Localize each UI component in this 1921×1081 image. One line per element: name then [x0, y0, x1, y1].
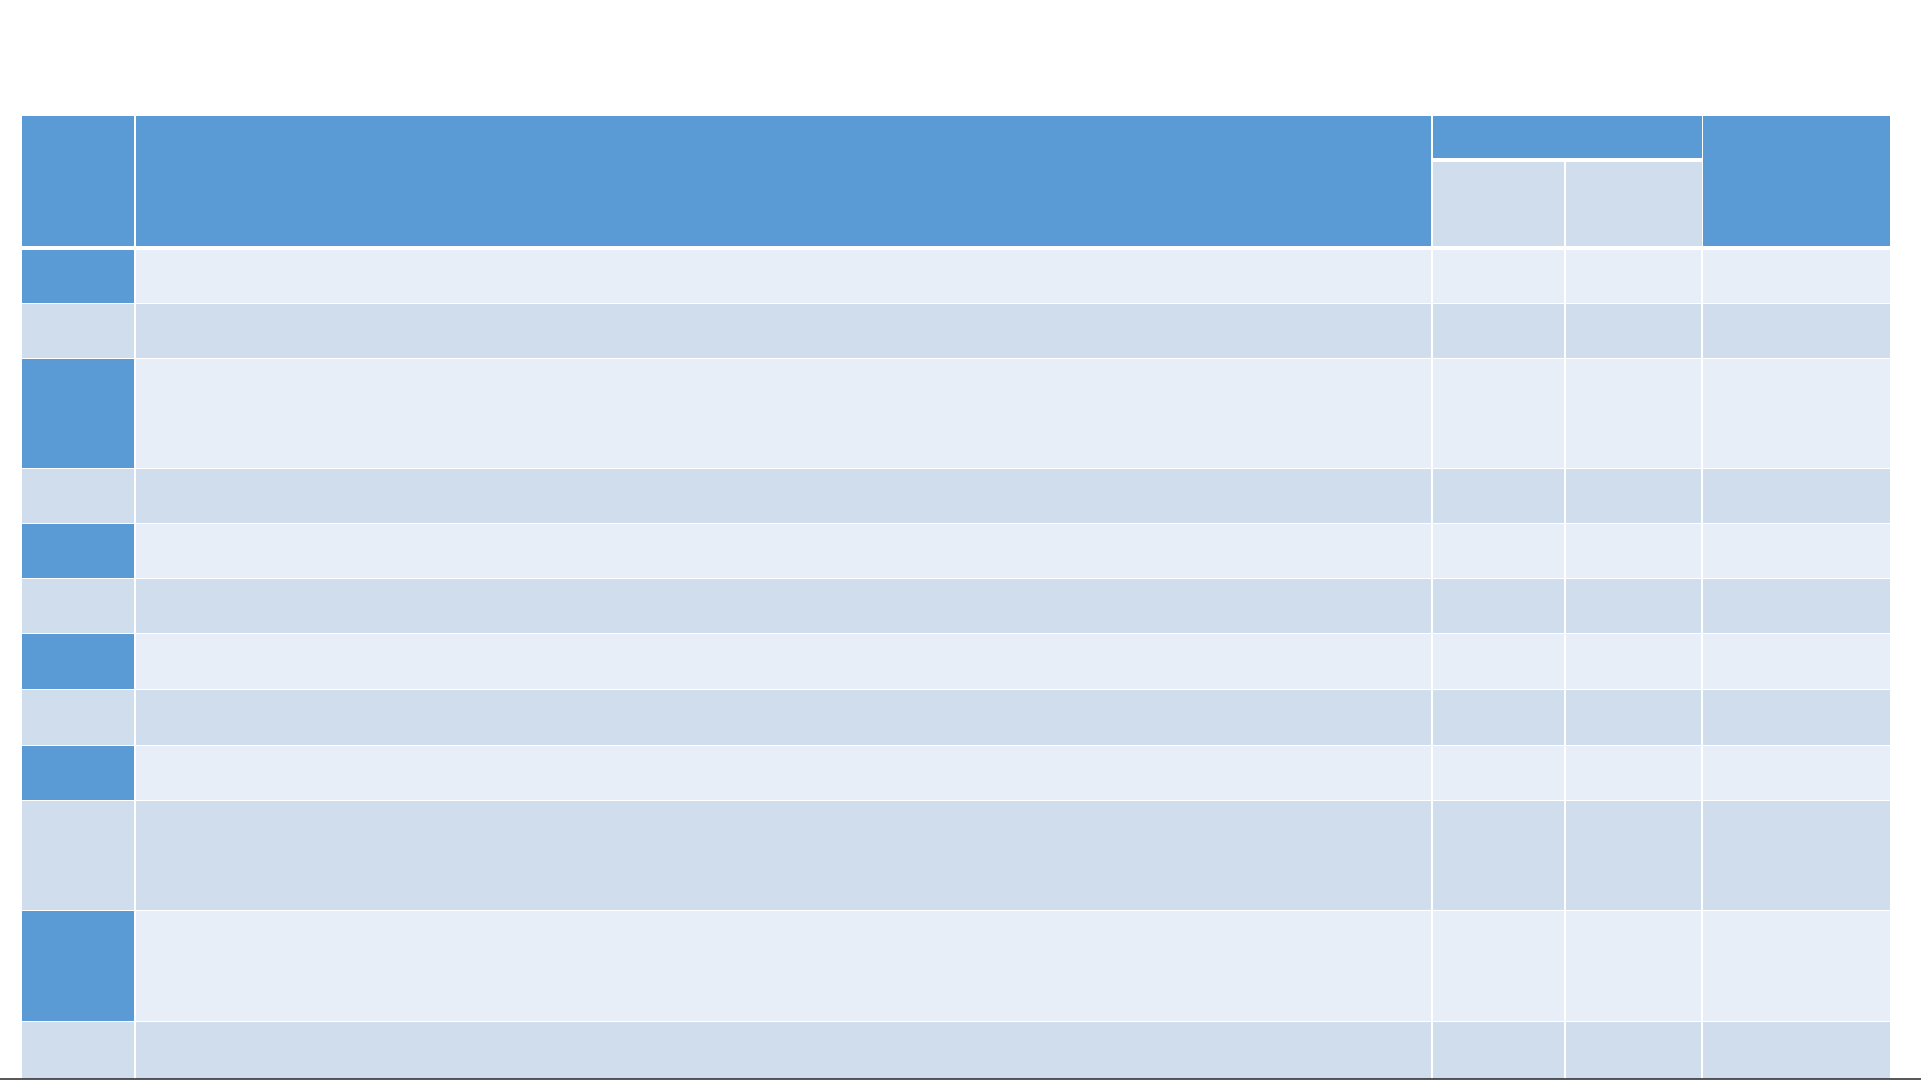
table-cell: [1566, 801, 1701, 910]
table-cell: [1566, 690, 1701, 745]
table-cell: [1566, 634, 1701, 689]
table-cell: [1703, 746, 1890, 800]
table-cell: [1566, 579, 1701, 633]
table-cell: [1433, 690, 1564, 745]
table-cell: [22, 250, 134, 303]
table-cell: [136, 250, 1431, 303]
header-cell: [136, 116, 1431, 246]
table-cell: [136, 634, 1431, 689]
table-cell: [22, 911, 134, 1021]
header-cell: [1703, 116, 1890, 246]
table-cell: [22, 690, 134, 745]
table-cell: [1703, 634, 1890, 689]
table-cell: [136, 579, 1431, 633]
table-cell: [1703, 801, 1890, 910]
table-cell: [136, 690, 1431, 745]
table-cell: [1703, 524, 1890, 578]
table-cell: [1433, 579, 1564, 633]
table-cell: [22, 524, 134, 578]
table-cell: [136, 746, 1431, 800]
table-cell: [136, 469, 1431, 523]
table-cell: [1566, 524, 1701, 578]
table-cell: [1703, 250, 1890, 303]
header-group-cell: [1433, 116, 1702, 158]
table-cell: [1566, 304, 1701, 358]
table-cell: [1433, 359, 1564, 468]
table-cell: [1703, 359, 1890, 468]
table-cell: [136, 801, 1431, 910]
table-cell: [22, 634, 134, 689]
subheader-cell: [1433, 162, 1564, 246]
table-cell: [1433, 304, 1564, 358]
table-cell: [1703, 469, 1890, 523]
table-cell: [1566, 250, 1701, 303]
table-cell: [1703, 911, 1890, 1021]
table-cell: [1433, 911, 1564, 1021]
table-cell: [1433, 746, 1564, 800]
table-cell: [1566, 359, 1701, 468]
table-cell: [1703, 1022, 1890, 1079]
table-cell: [136, 359, 1431, 468]
subheader-cell: [1566, 162, 1702, 246]
table-cell: [136, 911, 1431, 1021]
table-cell: [22, 746, 134, 800]
table-cell: [1433, 469, 1564, 523]
table-cell: [1566, 469, 1701, 523]
table-cell: [22, 359, 134, 468]
table-cell: [136, 304, 1431, 358]
table-cell: [22, 469, 134, 523]
table-cell: [1433, 250, 1564, 303]
table-cell: [1566, 746, 1701, 800]
table-cell: [136, 524, 1431, 578]
table-cell: [1433, 801, 1564, 910]
table-cell: [1566, 1022, 1701, 1079]
table-cell: [1433, 634, 1564, 689]
table-cell: [1433, 524, 1564, 578]
table-cell: [136, 1022, 1431, 1079]
table-cell: [22, 304, 134, 358]
table-cell: [22, 1022, 134, 1079]
table-cell: [22, 801, 134, 910]
table-cell: [22, 579, 134, 633]
table-cell: [1433, 1022, 1564, 1079]
table-cell: [1566, 911, 1701, 1021]
table-cell: [1703, 690, 1890, 745]
header-cell: [22, 116, 134, 246]
table-cell: [1703, 579, 1890, 633]
table-cell: [1703, 304, 1890, 358]
